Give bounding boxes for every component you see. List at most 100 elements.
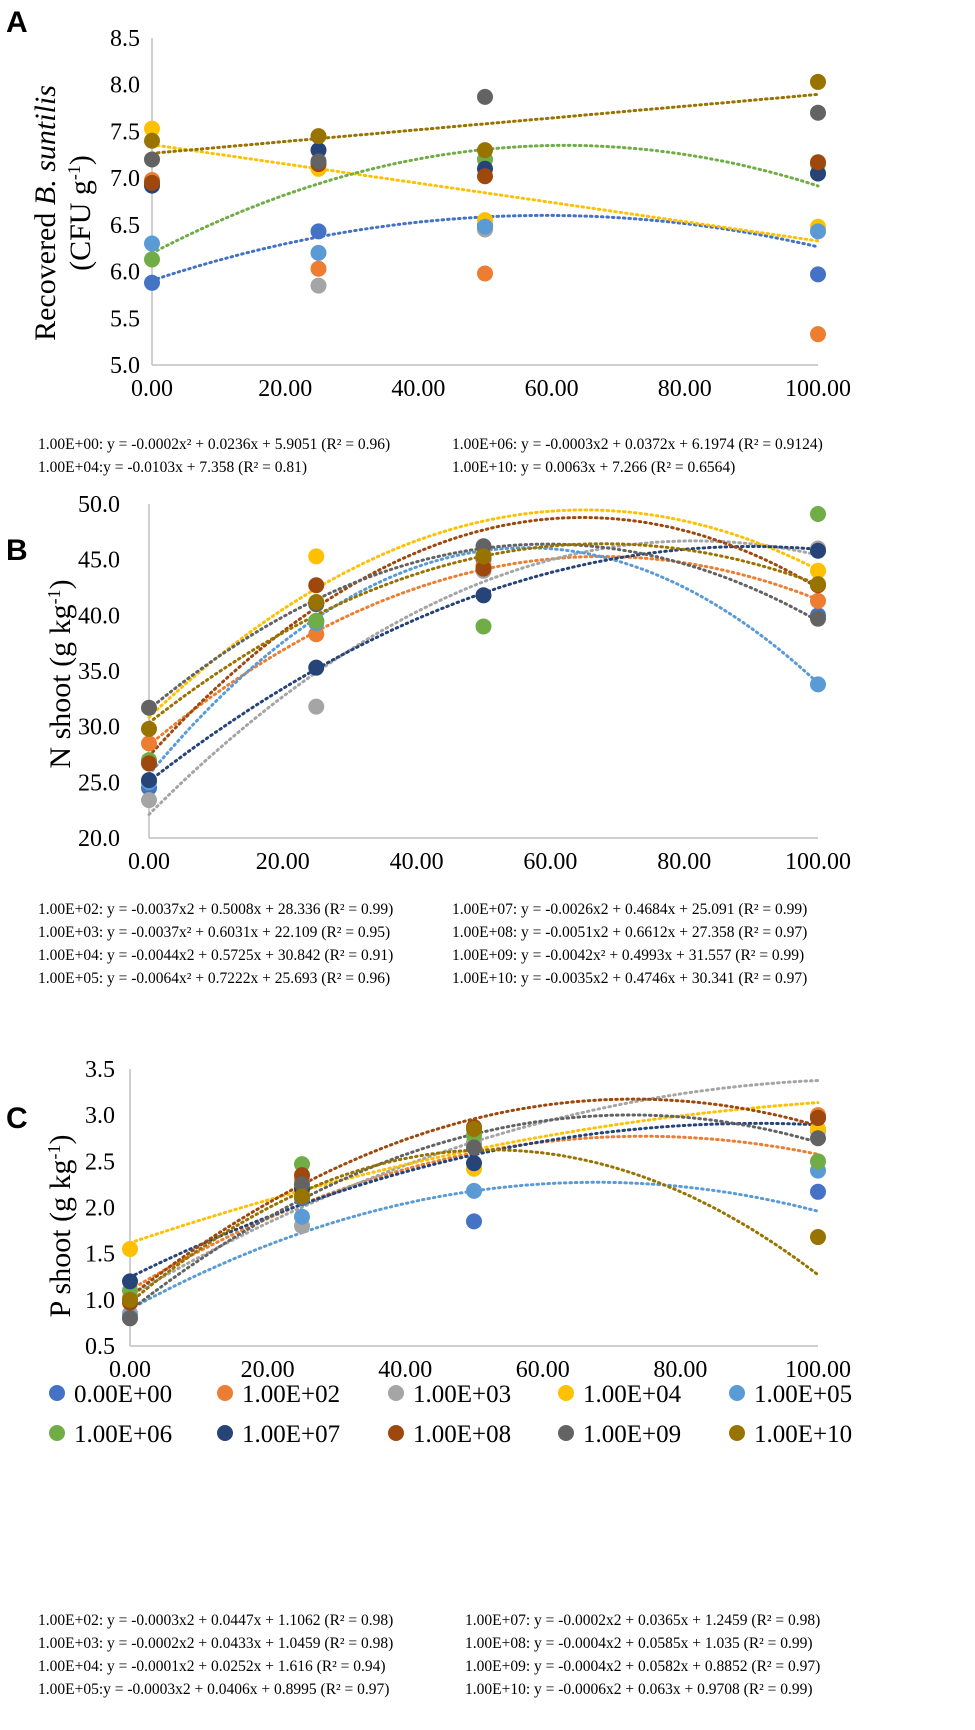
- data-point-1.00E+05: [466, 1182, 482, 1199]
- data-point-1.00E+07: [475, 587, 492, 604]
- trendline-1.00E+07: [147, 545, 820, 783]
- data-point-1.00E+10: [475, 548, 492, 565]
- x-tick-label: 100.00: [785, 376, 851, 402]
- y-tick-label: 2.0: [85, 1196, 115, 1222]
- panel-a-equations: 1.00E+00: y = -0.0002x² + 0.0236x + 5.90…: [38, 436, 823, 476]
- data-point-1.00E+09: [294, 1176, 310, 1193]
- trendline-1.00E+10: [147, 542, 820, 725]
- trendline-1.00E+03: [128, 1079, 820, 1298]
- equation: 1.00E+02: y = -0.0037x2 + 0.5008x + 28.3…: [38, 901, 393, 918]
- legend-label: 1.00E+07: [242, 1421, 340, 1448]
- data-point-1.00E+10: [810, 1229, 826, 1246]
- legend-marker: [388, 1385, 404, 1401]
- data-point-1.00E+08: [477, 168, 493, 185]
- legend-label: 1.00E+08: [413, 1421, 511, 1448]
- panel-label-a: A: [6, 6, 28, 39]
- data-point-0.00E+00: [466, 1213, 482, 1230]
- equation: 1.00E+08: y = -0.0004x2 + 0.0585x + 1.03…: [465, 1635, 813, 1652]
- trendline-1.00E+08: [128, 1097, 820, 1299]
- y-tick-label: 45.0: [78, 548, 120, 574]
- equation: 1.00E+00: y = -0.0002x² + 0.0236x + 5.90…: [38, 436, 390, 453]
- data-point-1.00E+10: [294, 1188, 310, 1205]
- legend-marker: [729, 1425, 745, 1441]
- y-tick-label: 20.0: [78, 826, 120, 852]
- y-tick-label: 3.0: [85, 1103, 115, 1129]
- trendline-1.00E+08: [147, 516, 820, 758]
- x-tick-label: 100.00: [785, 1357, 851, 1383]
- chart-panel-a: 5.0 5.5 6.0 6.5 7.0 7.5 8.0 8.5 0.00 20.00 40.00 60…: [110, 26, 851, 402]
- x-tick-label: 0.00: [128, 849, 170, 875]
- legend-marker: [558, 1425, 574, 1441]
- data-point-1.00E+09: [477, 88, 493, 105]
- equation: 1.00E+06: y = -0.0003x2 + 0.0372x + 6.19…: [452, 436, 823, 453]
- data-point-1.00E+05: [810, 223, 826, 240]
- data-point-1.00E+02: [308, 626, 325, 643]
- data-point-1.00E+05: [310, 244, 327, 261]
- y-tick-label: 35.0: [78, 659, 120, 685]
- equation: 1.00E+07: y = -0.0026x2 + 0.4684x + 25.0…: [452, 901, 807, 918]
- x-tick-label: 20.00: [258, 376, 312, 402]
- trendline-1.00E+05: [147, 546, 820, 777]
- equation: 1.00E+10: y = -0.0035x2 + 0.4746x + 30.3…: [452, 970, 807, 987]
- chart-panel-c: 0.5 1.0 1.5 2.0 2.5 3.0 3.5 0.00 20.00 40.00 60.00…: [85, 1057, 851, 1383]
- x-tick-label: 60.00: [516, 1357, 570, 1383]
- data-point-1.00E+03: [308, 698, 325, 715]
- data-point-1.00E+07: [141, 772, 157, 789]
- data-point-1.00E+10: [144, 132, 160, 149]
- y-tick-label: 1.0: [85, 1288, 115, 1314]
- data-point-1.00E+09: [466, 1139, 482, 1156]
- data-point-1.00E+07: [310, 142, 327, 159]
- x-tick-label: 0.00: [109, 1357, 151, 1383]
- legend-marker: [729, 1385, 745, 1401]
- legend-item: 1.00E+07: [217, 1421, 340, 1448]
- data-point-1.00E+04: [810, 562, 826, 579]
- data-point-0.00E+00: [810, 266, 826, 283]
- equation: 1.00E+09: y = -0.0004x2 + 0.0582x + 0.88…: [465, 1658, 820, 1675]
- legend-marker: [217, 1425, 233, 1441]
- equation: 1.00E+03: y = -0.0037x² + 0.6031x + 22.1…: [38, 924, 390, 941]
- data-point-1.00E+06: [308, 612, 325, 629]
- data-point-1.00E+04: [122, 1241, 138, 1258]
- equation: 1.00E+02: y = -0.0003x2 + 0.0447x + 1.10…: [38, 1612, 393, 1629]
- legend-label: 1.00E+05: [754, 1381, 852, 1408]
- equation: 1.00E+10: y = 0.0063x + 7.266 (R² = 0.65…: [452, 459, 735, 476]
- legend-marker: [49, 1385, 65, 1401]
- data-point-1.00E+10: [810, 73, 826, 90]
- x-tick-label: 80.00: [657, 849, 711, 875]
- equation: 1.00E+04: y = -0.0001x2 + 0.0252x + 1.61…: [38, 1658, 386, 1675]
- data-point-1.00E+09: [810, 104, 826, 121]
- data-point-0.00E+00: [144, 274, 160, 291]
- data-point-1.00E+07: [308, 659, 325, 676]
- trendline-1.00E+04: [147, 508, 820, 719]
- panel-c-ylabel: P shoot (g kg-1): [44, 1134, 77, 1317]
- trendline-1.00E+04: [150, 143, 820, 243]
- data-point-1.00E+09: [310, 153, 327, 170]
- x-tick-label: 40.00: [390, 849, 444, 875]
- data-point-1.00E+02: [810, 592, 826, 609]
- data-point-1.00E+06: [294, 1156, 310, 1173]
- legend-label: 1.00E+06: [74, 1421, 172, 1448]
- data-point-1.00E+07: [122, 1273, 138, 1290]
- legend-item: 1.00E+08: [388, 1421, 511, 1448]
- data-point-1.00E+06: [810, 1153, 826, 1170]
- legend-marker: [388, 1425, 404, 1441]
- legend-label: 1.00E+04: [583, 1381, 682, 1408]
- panel-a-ylabel-line1: Recovered B. suntilis: [29, 85, 62, 341]
- data-point-1.00E+06: [810, 506, 826, 523]
- y-tick-label: 5.5: [110, 306, 140, 332]
- legend-label: 1.00E+02: [242, 1381, 340, 1408]
- data-point-1.00E+05: [144, 235, 160, 252]
- data-point-1.00E+06: [475, 618, 492, 635]
- data-point-1.00E+09: [141, 699, 157, 716]
- x-tick-label: 20.00: [241, 1357, 295, 1383]
- equation: 1.00E+07: y = -0.0002x2 + 0.0365x + 1.24…: [465, 1612, 820, 1629]
- legend-item: 1.00E+04: [558, 1381, 682, 1408]
- data-point-1.00E+09: [810, 610, 826, 627]
- legend-item: 1.00E+02: [217, 1381, 340, 1408]
- legend-label: 1.00E+03: [413, 1381, 511, 1408]
- panel-b-equations: 1.00E+02: y = -0.0037x2 + 0.5008x + 28.3…: [38, 901, 807, 987]
- data-point-1.00E+08: [810, 154, 826, 171]
- data-point-1.00E+07: [466, 1155, 482, 1172]
- trendline-1.00E+03: [147, 539, 820, 816]
